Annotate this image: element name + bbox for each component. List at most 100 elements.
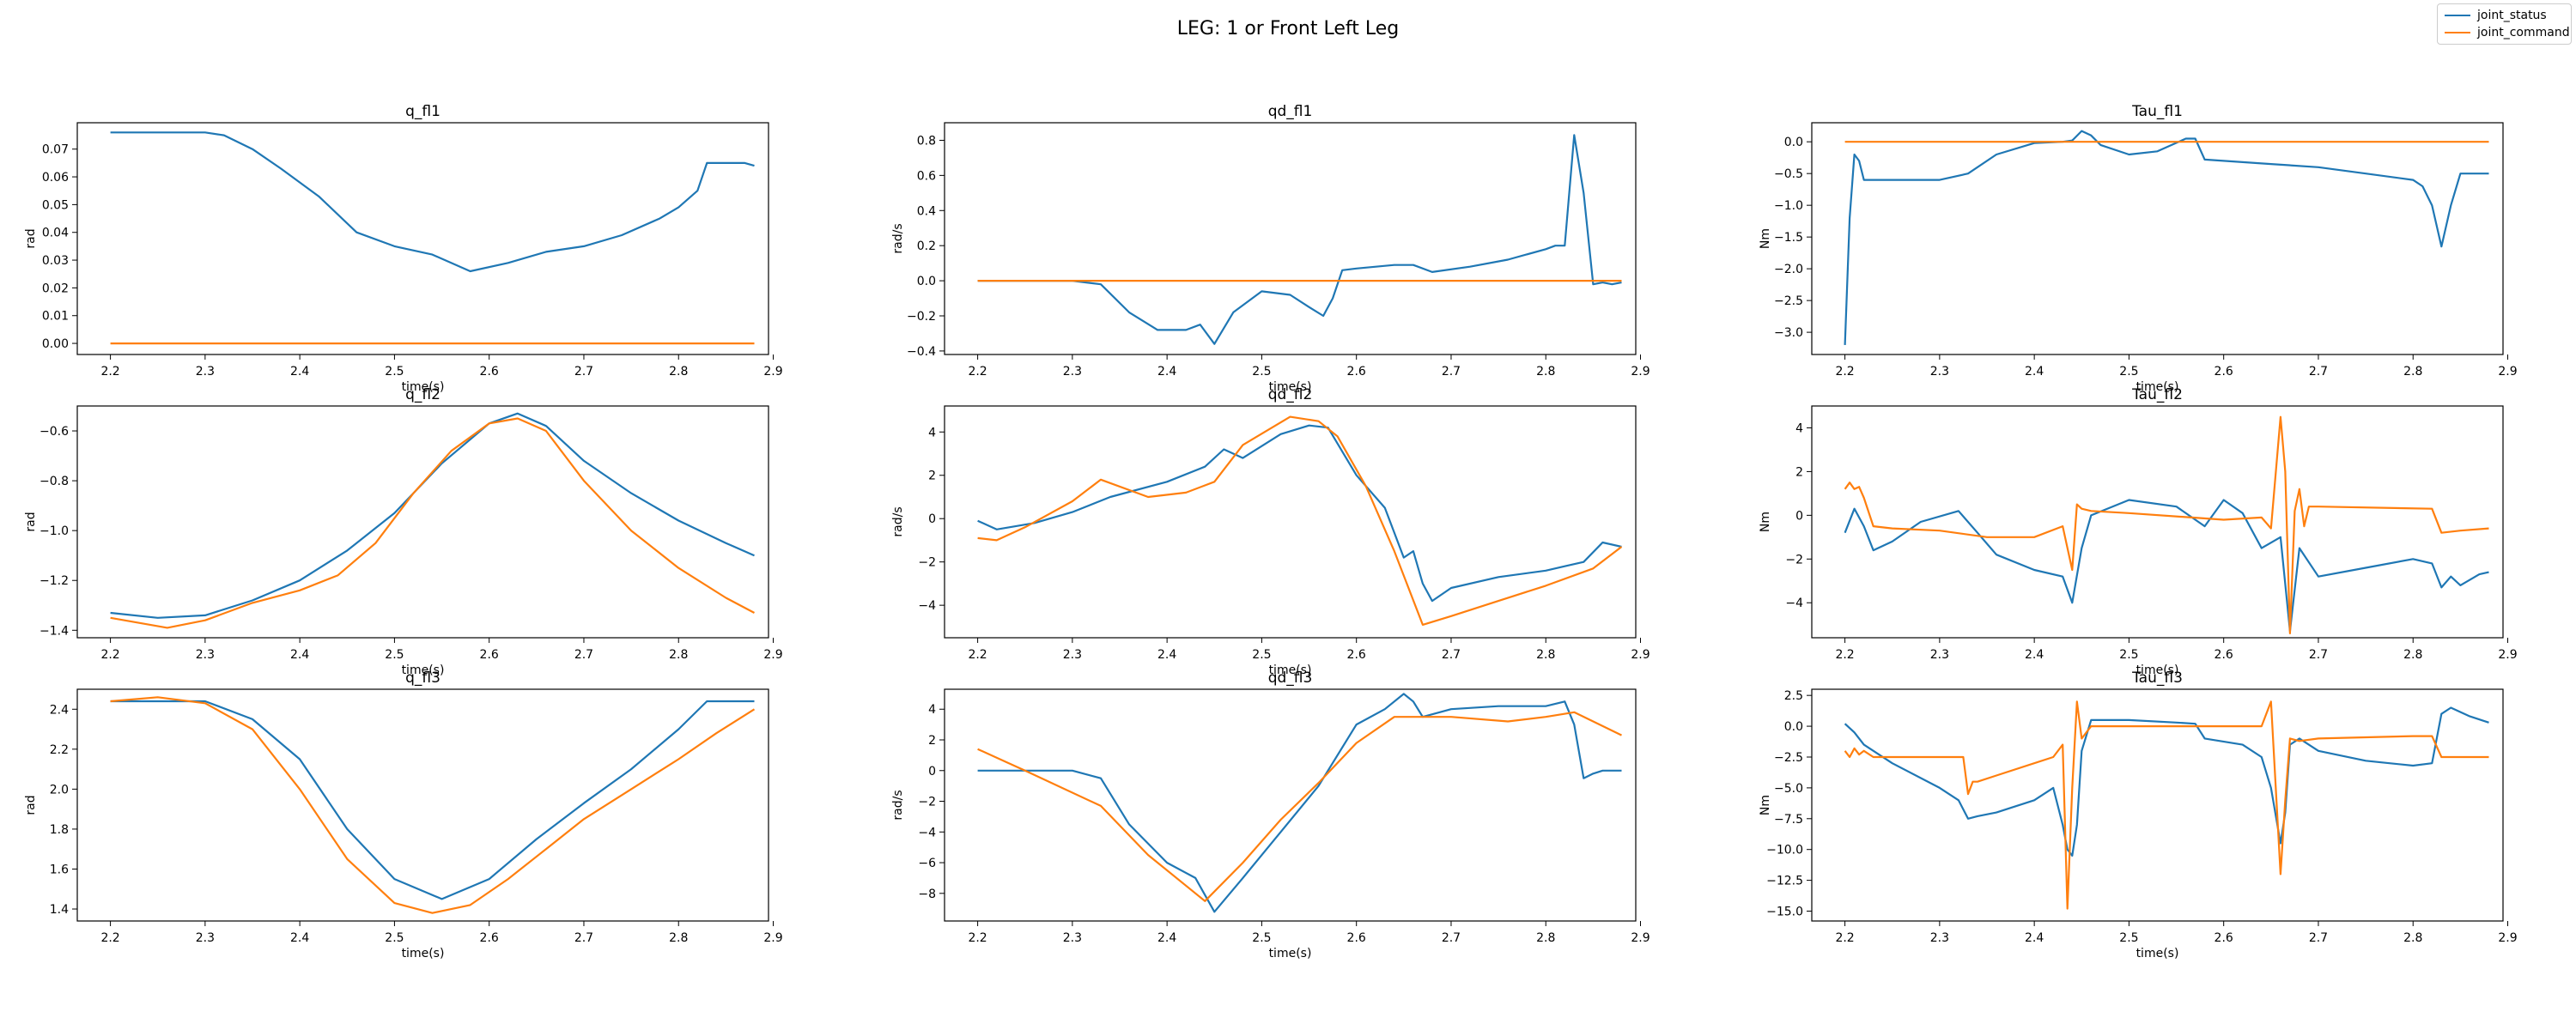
x-tick-label: 2.2 — [968, 365, 987, 379]
x-tick-label: 2.4 — [1157, 365, 1176, 379]
x-tick-label: 2.3 — [1930, 931, 1949, 945]
x-tick-label: 2.3 — [196, 365, 215, 379]
x-tick-label: 2.7 — [1442, 365, 1461, 379]
y-tick-label: 0.0 — [1784, 720, 1803, 734]
x-tick-label: 2.5 — [2119, 931, 2138, 945]
series-line-joint-status — [977, 424, 1622, 603]
y-tick-label: −1.0 — [1774, 199, 1803, 213]
plot-frame — [944, 688, 1637, 922]
y-axis-label: rad/s — [891, 506, 905, 536]
x-tick-label: 2.2 — [968, 931, 987, 945]
y-tick-label: −1.5 — [1774, 231, 1803, 245]
x-tick-label: 2.8 — [669, 365, 688, 379]
x-axis-label: time(s) — [402, 380, 445, 394]
y-tick-label: 0 — [928, 765, 936, 779]
y-tick-label: −0.6 — [39, 425, 69, 439]
subplot-title: q_fl3 — [405, 670, 440, 687]
figure-title: LEG: 1 or Front Left Leg — [1177, 18, 1400, 39]
x-tick-label: 2.5 — [1252, 648, 1271, 662]
y-tick-label: −7.5 — [1774, 813, 1803, 827]
x-tick-label: 2.8 — [1536, 648, 1555, 662]
subplot-title: qd_fl1 — [1268, 103, 1313, 120]
x-tick-label: 2.8 — [1536, 931, 1555, 945]
x-tick-label: 2.6 — [480, 365, 499, 379]
series-line-joint-command — [110, 696, 756, 914]
x-tick-label: 2.3 — [1930, 648, 1949, 662]
x-tick-label: 2.3 — [1063, 365, 1082, 379]
y-tick-label: 2 — [928, 734, 936, 748]
y-tick-label: 2.0 — [50, 783, 69, 797]
y-tick-label: 1.6 — [50, 863, 69, 876]
y-tick-label: 0.0 — [917, 275, 936, 288]
x-tick-label: 2.3 — [1063, 931, 1082, 945]
subplot-tau-fl3: Tau_fl3 2.2 2.3 2.4 2.5 2.6 2.7 2.8 2.9 −15.0 −12.… — [1759, 670, 2518, 960]
x-tick-label: 2.3 — [1063, 648, 1082, 662]
y-tick-label: 0.02 — [42, 282, 69, 295]
x-tick-label: 2.9 — [2498, 648, 2517, 662]
subplot-title: qd_fl2 — [1268, 386, 1313, 403]
x-tick-label: 2.9 — [2498, 365, 2517, 379]
y-tick-label: −8 — [918, 888, 936, 901]
y-tick-label: −1.4 — [39, 624, 69, 638]
series-line-joint-command — [977, 415, 1623, 627]
y-axis-label: Nm — [1759, 228, 1772, 249]
y-tick-label: −4 — [1785, 597, 1803, 610]
subplot-title: Tau_fl3 — [2131, 670, 2183, 687]
series-line-joint-command — [1844, 415, 2489, 635]
x-tick-label: 2.4 — [1157, 931, 1176, 945]
y-tick-label: −4 — [918, 599, 936, 613]
y-tick-label: −0.5 — [1774, 167, 1803, 181]
series-line-joint-command — [1844, 700, 2489, 910]
x-tick-label: 2.6 — [2215, 648, 2233, 662]
x-tick-label: 2.4 — [2025, 365, 2044, 379]
subplot-q-fl3: q_fl3 2.2 2.3 2.4 2.5 2.6 2.7 2.8 2.9 1.4 1.6 1.8 2.… — [24, 670, 783, 960]
x-tick-label: 2.9 — [763, 365, 782, 379]
y-tick-label: −2.5 — [1774, 294, 1803, 308]
x-axis-label: time(s) — [1269, 663, 1312, 677]
x-axis-label: time(s) — [2136, 380, 2179, 394]
plot-frame — [76, 688, 769, 922]
y-tick-label: 2.2 — [50, 743, 69, 757]
subplot-tau-fl1: Tau_fl1 2.2 2.3 2.4 2.5 2.6 2.7 2.8 2.9 −3.0 −2.5 −… — [1759, 103, 2518, 394]
x-tick-label: 2.7 — [574, 931, 593, 945]
x-tick-label: 2.2 — [968, 648, 987, 662]
x-tick-label: 2.8 — [2403, 648, 2422, 662]
x-tick-label: 2.6 — [480, 931, 499, 945]
x-tick-label: 2.9 — [2498, 931, 2517, 945]
legend-swatch-joint-status — [2445, 15, 2470, 16]
subplot-qd-fl2: qd_fl2 2.2 2.3 2.4 2.5 2.6 2.7 2.8 2.9 −4 −2 0 2 4 tim… — [891, 386, 1650, 677]
x-axis-label: time(s) — [2136, 947, 2179, 960]
x-tick-label: 2.5 — [2119, 365, 2138, 379]
y-tick-label: −1.2 — [39, 574, 69, 588]
x-tick-label: 2.2 — [1835, 648, 1854, 662]
y-tick-label: −2.5 — [1774, 751, 1803, 765]
x-tick-label: 2.7 — [2309, 365, 2328, 379]
y-tick-label: 0 — [1795, 509, 1803, 523]
x-tick-label: 2.4 — [290, 365, 309, 379]
series-line-joint-status — [1844, 130, 2489, 345]
y-tick-label: 0.2 — [917, 239, 936, 253]
series-line-joint-command — [977, 711, 1622, 902]
x-axis-label: time(s) — [402, 947, 445, 960]
subplot-title: q_fl2 — [405, 386, 440, 403]
legend-label-joint-command: joint_command — [2477, 26, 2570, 39]
subplot-title: q_fl1 — [405, 103, 440, 120]
series-line-joint-command — [110, 417, 756, 629]
series-line-joint-status — [1844, 499, 2489, 633]
plot-frame — [76, 405, 769, 639]
y-tick-label: −6 — [918, 857, 936, 870]
y-tick-label: −0.8 — [39, 475, 69, 488]
x-tick-label: 2.3 — [196, 931, 215, 945]
x-tick-label: 2.6 — [1347, 365, 1366, 379]
y-axis-label: rad/s — [891, 790, 905, 820]
y-axis-label: rad — [24, 795, 38, 815]
series-line-joint-status — [110, 412, 755, 619]
legend-item-joint-command: joint_command — [2445, 24, 2570, 41]
y-tick-label: −10.0 — [1766, 844, 1803, 857]
x-tick-label: 2.4 — [1157, 648, 1176, 662]
x-axis-label: time(s) — [1269, 947, 1312, 960]
series-line-joint-status — [977, 134, 1622, 345]
x-tick-label: 2.5 — [385, 648, 404, 662]
y-tick-label: −4 — [918, 826, 936, 839]
